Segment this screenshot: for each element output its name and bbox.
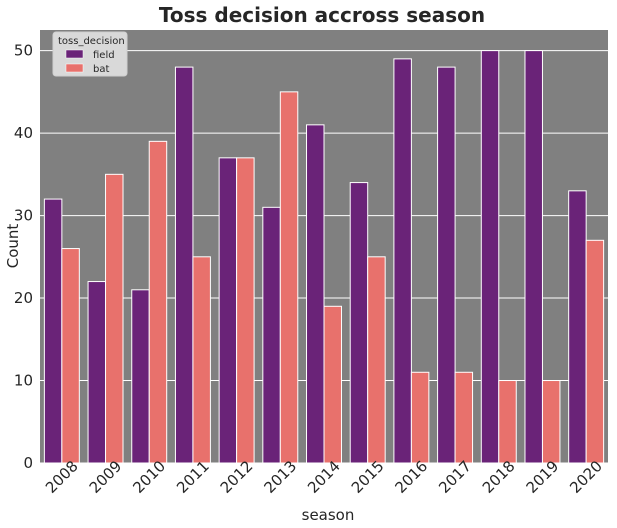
- bar-field-2008: [43, 198, 63, 464]
- bar-bat-2010: [148, 140, 168, 464]
- bar-bat-2016: [410, 371, 430, 464]
- bar-bat-2009: [105, 173, 124, 464]
- y-tick-label: 10: [14, 372, 33, 390]
- legend-title: toss_decision: [58, 36, 125, 47]
- legend-swatch-bat: [65, 63, 84, 73]
- bar-field-2018: [480, 50, 500, 464]
- bar-bat-2014: [323, 305, 342, 464]
- chart-title: Toss decision accross season: [159, 3, 485, 27]
- bar-bat-2017: [454, 371, 474, 464]
- y-axis-label: Count: [4, 224, 22, 269]
- bar-bat-2013: [279, 91, 299, 464]
- y-tick-label: 30: [14, 207, 33, 225]
- bar-field-2020: [568, 190, 587, 464]
- bar-field-2017: [437, 66, 456, 464]
- bar-bat-2015: [367, 256, 386, 464]
- y-tick-label: 20: [14, 289, 33, 307]
- legend-label-field: field: [93, 50, 115, 61]
- bar-field-2016: [393, 58, 412, 464]
- bar-field-2015: [349, 182, 369, 464]
- y-axis-ticks: 0 10 20 30 40 50: [14, 42, 33, 472]
- bar-bat-2011: [192, 256, 211, 464]
- legend-label-bat: bat: [93, 64, 109, 75]
- y-tick-label: 0: [23, 454, 33, 472]
- bar-field-2012: [218, 157, 238, 464]
- bar-bat-2008: [61, 248, 80, 464]
- legend-swatch-field: [65, 49, 84, 59]
- bar-bat-2019: [541, 380, 561, 464]
- bar-bat-2018: [498, 380, 517, 464]
- bar-field-2010: [131, 289, 150, 464]
- bar-field-2013: [262, 206, 281, 464]
- bars: [43, 50, 605, 464]
- bar-field-2014: [306, 124, 325, 464]
- y-tick-label: 40: [14, 124, 33, 142]
- bar-field-2019: [524, 50, 543, 464]
- x-axis-label: season: [302, 506, 355, 524]
- y-tick-label: 50: [14, 42, 33, 60]
- bar-bat-2020: [585, 239, 605, 464]
- bar-bat-2012: [236, 157, 255, 464]
- bar-field-2011: [174, 66, 194, 464]
- bar-field-2009: [87, 281, 107, 464]
